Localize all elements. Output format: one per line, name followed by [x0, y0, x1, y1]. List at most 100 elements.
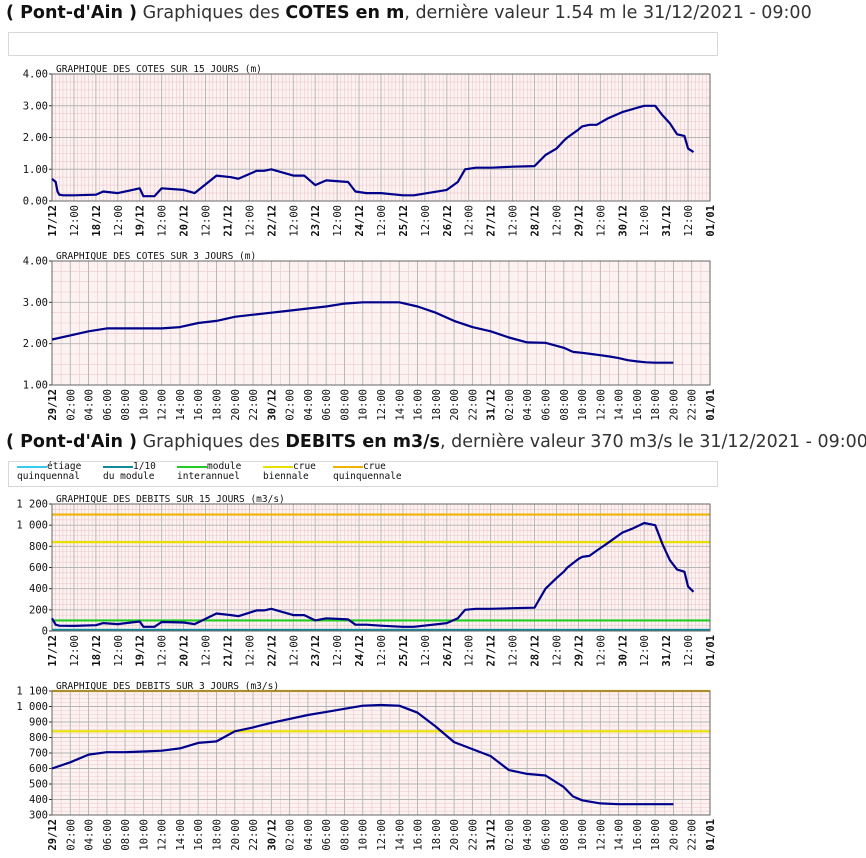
- x-tick-label: 12:00: [157, 819, 169, 851]
- x-tick-label: 31/12: [486, 389, 498, 421]
- x-tick-label: 12:00: [595, 389, 607, 421]
- x-tick-label: 10:00: [138, 819, 150, 851]
- x-tick-label: 12:00: [683, 205, 695, 237]
- x-tick-label: 29/12: [573, 635, 585, 667]
- y-tick-label: 2.00: [23, 338, 48, 350]
- legend-item: crue quinquennale: [333, 462, 402, 482]
- x-tick-label: 17/12: [47, 635, 59, 667]
- x-tick-label: 06:00: [321, 389, 333, 421]
- x-tick-label: 26/12: [442, 205, 454, 237]
- x-tick-label: 12:00: [639, 205, 651, 237]
- plot-frame: [51, 260, 711, 386]
- series-line: [51, 104, 695, 198]
- x-tick-label: 12:00: [332, 205, 344, 237]
- x-tick-label: 08:00: [339, 819, 351, 851]
- x-tick-label: 10:00: [358, 389, 370, 421]
- legend-swatch: [103, 465, 133, 468]
- y-tick-label: 800: [29, 541, 48, 553]
- x-tick-label: 12:00: [288, 635, 300, 667]
- x-tick-label: 16:00: [413, 819, 425, 851]
- legend-swatch: [333, 465, 363, 468]
- x-tick-label: 12:00: [201, 205, 213, 237]
- x-tick-label: 20:00: [449, 389, 461, 421]
- x-tick-label: 31/12: [486, 819, 498, 851]
- x-tick-label: 12:00: [376, 635, 388, 667]
- x-tick-label: 02:00: [285, 819, 297, 851]
- x-tick-label: 12:00: [683, 635, 695, 667]
- x-tick-label: 12:00: [508, 205, 520, 237]
- x-tick-label: 20/12: [179, 635, 191, 667]
- x-tick-label: 28/12: [530, 635, 542, 667]
- x-tick-label: 02:00: [504, 819, 516, 851]
- series-line: [572, 350, 674, 364]
- x-tick-label: 19/12: [135, 205, 147, 237]
- x-tick-label: 08:00: [120, 389, 132, 421]
- y-tick-label: 1 000: [16, 520, 48, 532]
- x-tick-label: 20:00: [230, 389, 242, 421]
- x-tick-label: 21/12: [222, 205, 234, 237]
- x-tick-label: 16:00: [632, 389, 644, 421]
- x-tick-label: 12:00: [595, 635, 607, 667]
- legend-label: quinquennale: [333, 471, 402, 482]
- x-tick-label: 12:00: [157, 389, 169, 421]
- x-tick-label: 18:00: [212, 389, 224, 421]
- cotes-3-days-chart: 29/12 02:00 04:00 06:00 08:00 10:00 12:00 14:00…: [23, 251, 717, 421]
- x-tick-label: 22:00: [687, 819, 699, 851]
- plot-frame: [51, 690, 711, 816]
- x-tick-label: 04:00: [303, 819, 315, 851]
- chart-title: GRAPHIQUE DES COTES SUR 15 JOURS (m): [56, 64, 262, 75]
- x-tick-label: 22:00: [467, 389, 479, 421]
- y-tick-label: 900: [29, 717, 48, 729]
- legend-label: interannuel: [177, 471, 240, 482]
- x-tick-label: 06:00: [541, 389, 553, 421]
- x-tick-label: 06:00: [102, 819, 114, 851]
- x-tick-label: 16:00: [413, 389, 425, 421]
- x-tick-label: 26/12: [442, 635, 454, 667]
- x-tick-label: 14:00: [394, 389, 406, 421]
- legend-label: 1/10: [133, 461, 156, 472]
- x-tick-label: 31/12: [661, 635, 673, 667]
- x-tick-label: 20:00: [230, 819, 242, 851]
- x-tick-label: 27/12: [486, 205, 498, 237]
- x-tick-label: 17/12: [47, 205, 59, 237]
- x-tick-label: 12:00: [376, 389, 388, 421]
- y-tick-label: 300: [29, 810, 48, 822]
- x-tick-label: 22:00: [248, 389, 260, 421]
- x-tick-label: 12:00: [420, 635, 432, 667]
- x-tick-label: 12:00: [376, 205, 388, 237]
- x-tick-label: 12:00: [157, 635, 169, 667]
- y-tick-label: 0: [42, 626, 48, 638]
- x-tick-label: 30/12: [617, 635, 629, 667]
- series-line: [51, 301, 574, 353]
- y-tick-label: 3.00: [23, 297, 48, 309]
- x-tick-label: 16:00: [632, 819, 644, 851]
- x-tick-label: 10:00: [358, 819, 370, 851]
- x-tick-label: 08:00: [339, 389, 351, 421]
- x-tick-label: 08:00: [559, 389, 571, 421]
- x-tick-label: 24/12: [354, 635, 366, 667]
- heading-prefix: Graphiques des: [142, 3, 280, 23]
- x-tick-label: 18:00: [650, 819, 662, 851]
- x-tick-label: 16:00: [193, 819, 205, 851]
- x-tick-label: 30/12: [266, 389, 278, 421]
- x-tick-label: 02:00: [285, 389, 297, 421]
- legend-label: biennale: [263, 471, 309, 482]
- y-tick-label: 1 100: [16, 686, 48, 698]
- x-tick-label: 12:00: [332, 635, 344, 667]
- x-tick-label: 30/12: [617, 205, 629, 237]
- chart-title: GRAPHIQUE DES DEBITS SUR 3 JOURS (m3/s): [56, 681, 279, 692]
- x-tick-label: 31/12: [661, 205, 673, 237]
- x-tick-label: 04:00: [303, 389, 315, 421]
- x-tick-label: 29/12: [47, 389, 59, 421]
- x-tick-label: 12:00: [595, 205, 607, 237]
- x-tick-label: 12:00: [69, 635, 81, 667]
- heading-title: COTES en m: [285, 3, 405, 23]
- x-tick-label: 21/12: [222, 635, 234, 667]
- x-tick-label: 02:00: [504, 389, 516, 421]
- x-tick-label: 12:00: [244, 205, 256, 237]
- plot-frame: [51, 503, 711, 632]
- x-tick-label: 24/12: [354, 205, 366, 237]
- y-tick-label: 1 200: [16, 499, 48, 511]
- x-tick-label: 20:00: [668, 819, 680, 851]
- x-tick-label: 04:00: [522, 819, 534, 851]
